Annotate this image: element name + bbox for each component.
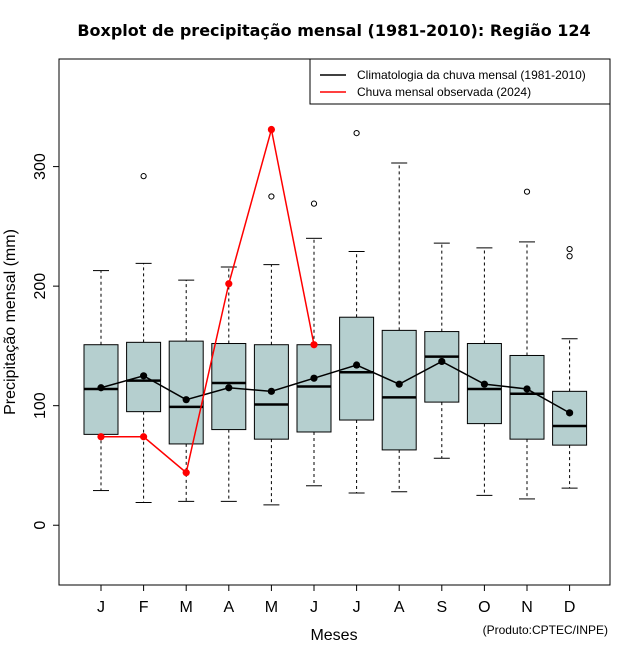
box-body xyxy=(168,340,204,445)
x-tick-label: A xyxy=(394,599,405,616)
y-axis: 0 100 200 300 xyxy=(32,153,59,530)
box-10 xyxy=(466,247,502,496)
y-tick-label: 100 xyxy=(32,392,49,419)
series-point-climatology xyxy=(395,380,403,388)
chart-title: Boxplot de precipitação mensal (1981-201… xyxy=(77,21,590,40)
x-tick-label: A xyxy=(223,599,234,616)
box-outlier xyxy=(566,245,573,253)
series-point-climatology xyxy=(140,372,148,380)
x-axis-label: Meses xyxy=(310,627,357,644)
box-3 xyxy=(168,279,204,502)
x-tick-label: S xyxy=(436,599,447,616)
box-body xyxy=(552,390,588,446)
plot-frame xyxy=(58,58,611,586)
legend-box xyxy=(309,58,611,105)
box-1 xyxy=(83,270,119,492)
box-11 xyxy=(509,188,545,500)
box-outlier xyxy=(140,173,147,180)
box-outlier xyxy=(566,253,573,260)
series-point-climatology xyxy=(523,385,531,393)
series-point-climatology xyxy=(267,387,275,395)
y-tick-label: 0 xyxy=(32,521,49,530)
box-body xyxy=(424,331,460,403)
y-axis-label: Precipitação mensal (mm) xyxy=(2,229,19,415)
series-line-climatology xyxy=(100,360,570,414)
series-point-climatology xyxy=(438,357,446,366)
series-point-climatology xyxy=(182,396,190,404)
box-outlier xyxy=(353,130,360,137)
box-body xyxy=(296,344,332,433)
x-tick-label: M xyxy=(265,599,278,616)
box-body xyxy=(381,329,417,451)
series-layer xyxy=(97,125,574,477)
series-point-climatology xyxy=(225,384,233,392)
x-tick-label: M xyxy=(180,599,193,616)
series-point-observed xyxy=(140,433,148,441)
legend: Climatologia da chuva mensal (1981-2010)… xyxy=(309,58,611,105)
series-point-climatology xyxy=(310,374,318,382)
y-tick-label: 300 xyxy=(32,153,49,180)
box-body xyxy=(509,354,545,440)
box-12 xyxy=(552,245,588,489)
x-tick-label: O xyxy=(478,599,490,616)
legend-label-climatology: Climatologia da chuva mensal (1981-2010) xyxy=(357,68,586,82)
legend-label-observed: Chuva mensal observada (2024) xyxy=(357,85,531,99)
series-point-observed xyxy=(267,125,275,134)
y-tick-label: 200 xyxy=(32,273,49,300)
box-outlier xyxy=(310,200,318,207)
x-tick-label: D xyxy=(564,599,576,616)
x-tick-label: J xyxy=(97,599,105,616)
series-observed xyxy=(97,125,318,477)
box-8 xyxy=(381,162,417,493)
box-outlier xyxy=(268,193,275,200)
series-point-observed xyxy=(225,280,233,288)
x-tick-label: J xyxy=(353,599,361,616)
series-point-observed xyxy=(182,469,190,477)
credit-label: (Produto:CPTEC/INPE) xyxy=(483,623,608,637)
x-tick-label: J xyxy=(310,599,318,616)
box-5 xyxy=(253,193,289,506)
series-point-climatology xyxy=(566,409,574,417)
series-climatology xyxy=(97,357,574,417)
x-tick-label: N xyxy=(521,599,533,616)
box-9 xyxy=(424,242,460,459)
box-7 xyxy=(339,130,375,494)
series-point-climatology xyxy=(353,361,361,369)
box-outlier xyxy=(523,188,531,195)
box-6 xyxy=(296,200,332,487)
boxes-layer xyxy=(83,130,588,506)
series-line-observed xyxy=(101,129,315,474)
series-point-climatology xyxy=(480,380,488,388)
box-2 xyxy=(126,173,162,504)
series-point-observed xyxy=(97,433,105,441)
series-point-climatology xyxy=(97,384,105,392)
x-tick-label: F xyxy=(139,599,149,616)
series-point-observed xyxy=(310,341,318,349)
